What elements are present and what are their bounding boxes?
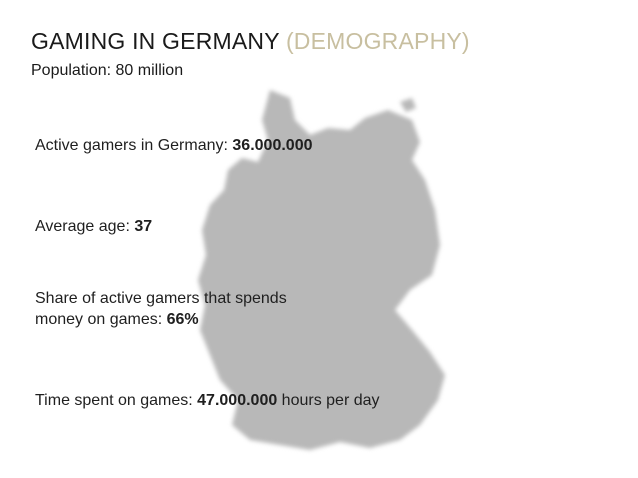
- title-accent: (DEMOGRAPHY): [285, 28, 470, 54]
- page-title: GAMING IN GERMANY (DEMOGRAPHY): [31, 28, 470, 55]
- germany-map-shape: [198, 90, 445, 450]
- stat-label: Share of active gamers that spends money…: [35, 290, 287, 328]
- stat-value: 36.000.000: [232, 137, 313, 154]
- stat-suffix: hours per day: [277, 392, 380, 409]
- stat-spending-share: Share of active gamers that spends money…: [35, 288, 335, 330]
- stat-value: 37: [134, 218, 153, 235]
- stat-label: Average age:: [35, 218, 135, 235]
- stat-label: Active gamers in Germany:: [35, 137, 233, 154]
- stat-average-age: Average age: 37: [35, 216, 152, 237]
- stat-value: 47.000.000: [197, 392, 278, 409]
- stat-value: 66%: [166, 311, 199, 328]
- germany-island-shape: [400, 98, 416, 112]
- germany-map-silhouette: [198, 90, 445, 450]
- title-main: GAMING IN GERMANY: [31, 28, 280, 54]
- subtitle-population: Population: 80 million: [31, 62, 184, 79]
- stat-label: Time spent on games:: [35, 392, 198, 409]
- stat-time-spent: Time spent on games: 47.000.000 hours pe…: [35, 390, 395, 411]
- stat-active-gamers: Active gamers in Germany: 36.000.000: [35, 135, 312, 156]
